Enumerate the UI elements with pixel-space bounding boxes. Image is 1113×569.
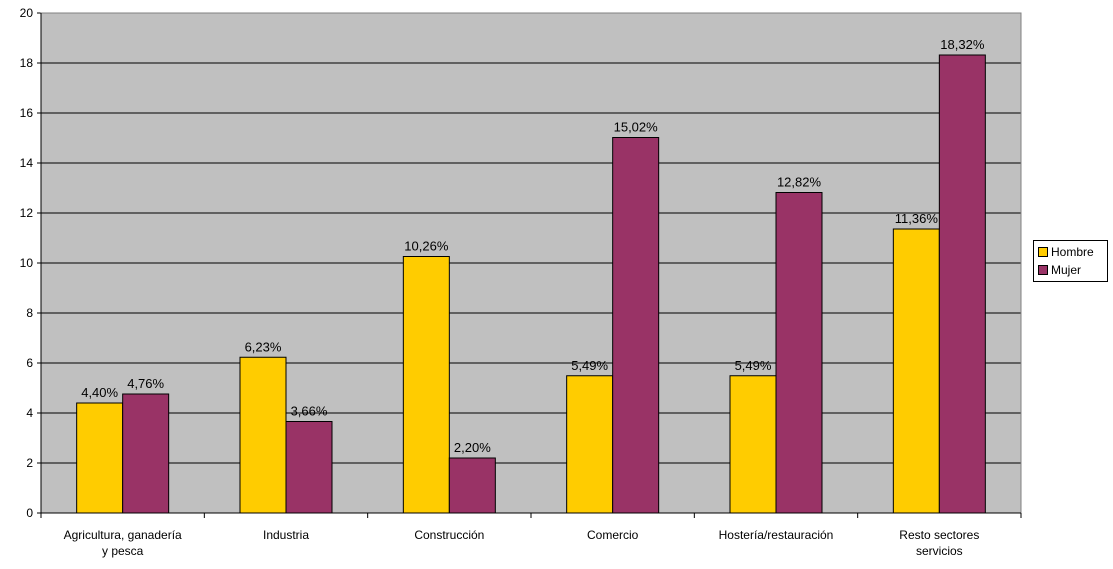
- y-tick-label: 2: [26, 456, 33, 470]
- x-tick-label: Comercio: [587, 528, 639, 542]
- y-tick-label: 18: [20, 56, 34, 70]
- data-label: 3,66%: [291, 404, 328, 419]
- legend-label-hombre: Hombre: [1051, 245, 1094, 259]
- data-label: 4,76%: [127, 376, 164, 391]
- data-label: 4,40%: [81, 385, 118, 400]
- y-tick-label: 10: [20, 256, 34, 270]
- y-tick-label: 4: [26, 406, 33, 420]
- x-tick-label: Industria: [263, 528, 309, 542]
- data-label: 12,82%: [777, 175, 822, 190]
- bar: [239, 356, 287, 514]
- legend: Hombre Mujer: [1033, 240, 1108, 282]
- x-tick-label: Agricultura, ganadería: [64, 528, 182, 542]
- bar: [285, 421, 333, 514]
- x-tick-label: servicios: [916, 544, 963, 558]
- bar: [612, 137, 660, 514]
- y-tick-label: 16: [20, 106, 34, 120]
- y-tick-label: 6: [26, 356, 33, 370]
- data-label: 10,26%: [404, 239, 449, 254]
- data-label: 18,32%: [940, 37, 985, 52]
- data-label: 15,02%: [614, 120, 659, 135]
- bar: [448, 457, 496, 514]
- bar: [566, 375, 614, 514]
- bar: [402, 256, 450, 514]
- bar: [122, 393, 170, 514]
- data-label: 5,49%: [571, 358, 608, 373]
- y-tick-label: 20: [20, 6, 34, 20]
- legend-item-mujer: Mujer: [1038, 263, 1081, 277]
- data-label: 11,36%: [895, 211, 939, 226]
- data-label: 5,49%: [735, 358, 772, 373]
- x-tick-label: y pesca: [102, 544, 144, 558]
- bar: [938, 54, 986, 514]
- bar: [775, 192, 823, 514]
- x-tick-label: Resto sectores: [899, 528, 979, 542]
- y-tick-label: 0: [26, 506, 33, 520]
- y-tick-label: 12: [20, 206, 34, 220]
- x-tick-label: Hostería/restauración: [719, 528, 834, 542]
- x-tick-label: Construcción: [414, 528, 484, 542]
- data-label: 2,20%: [454, 440, 491, 455]
- data-label: 6,23%: [245, 339, 282, 354]
- y-tick-label: 14: [20, 156, 34, 170]
- y-tick-label: 8: [26, 306, 33, 320]
- legend-swatch-mujer: [1038, 265, 1048, 275]
- bar: [892, 228, 940, 514]
- legend-label-mujer: Mujer: [1051, 263, 1082, 277]
- bar: [729, 375, 777, 514]
- legend-item-hombre: Hombre: [1038, 245, 1094, 259]
- legend-swatch-hombre: [1038, 247, 1048, 257]
- bar: [76, 402, 124, 514]
